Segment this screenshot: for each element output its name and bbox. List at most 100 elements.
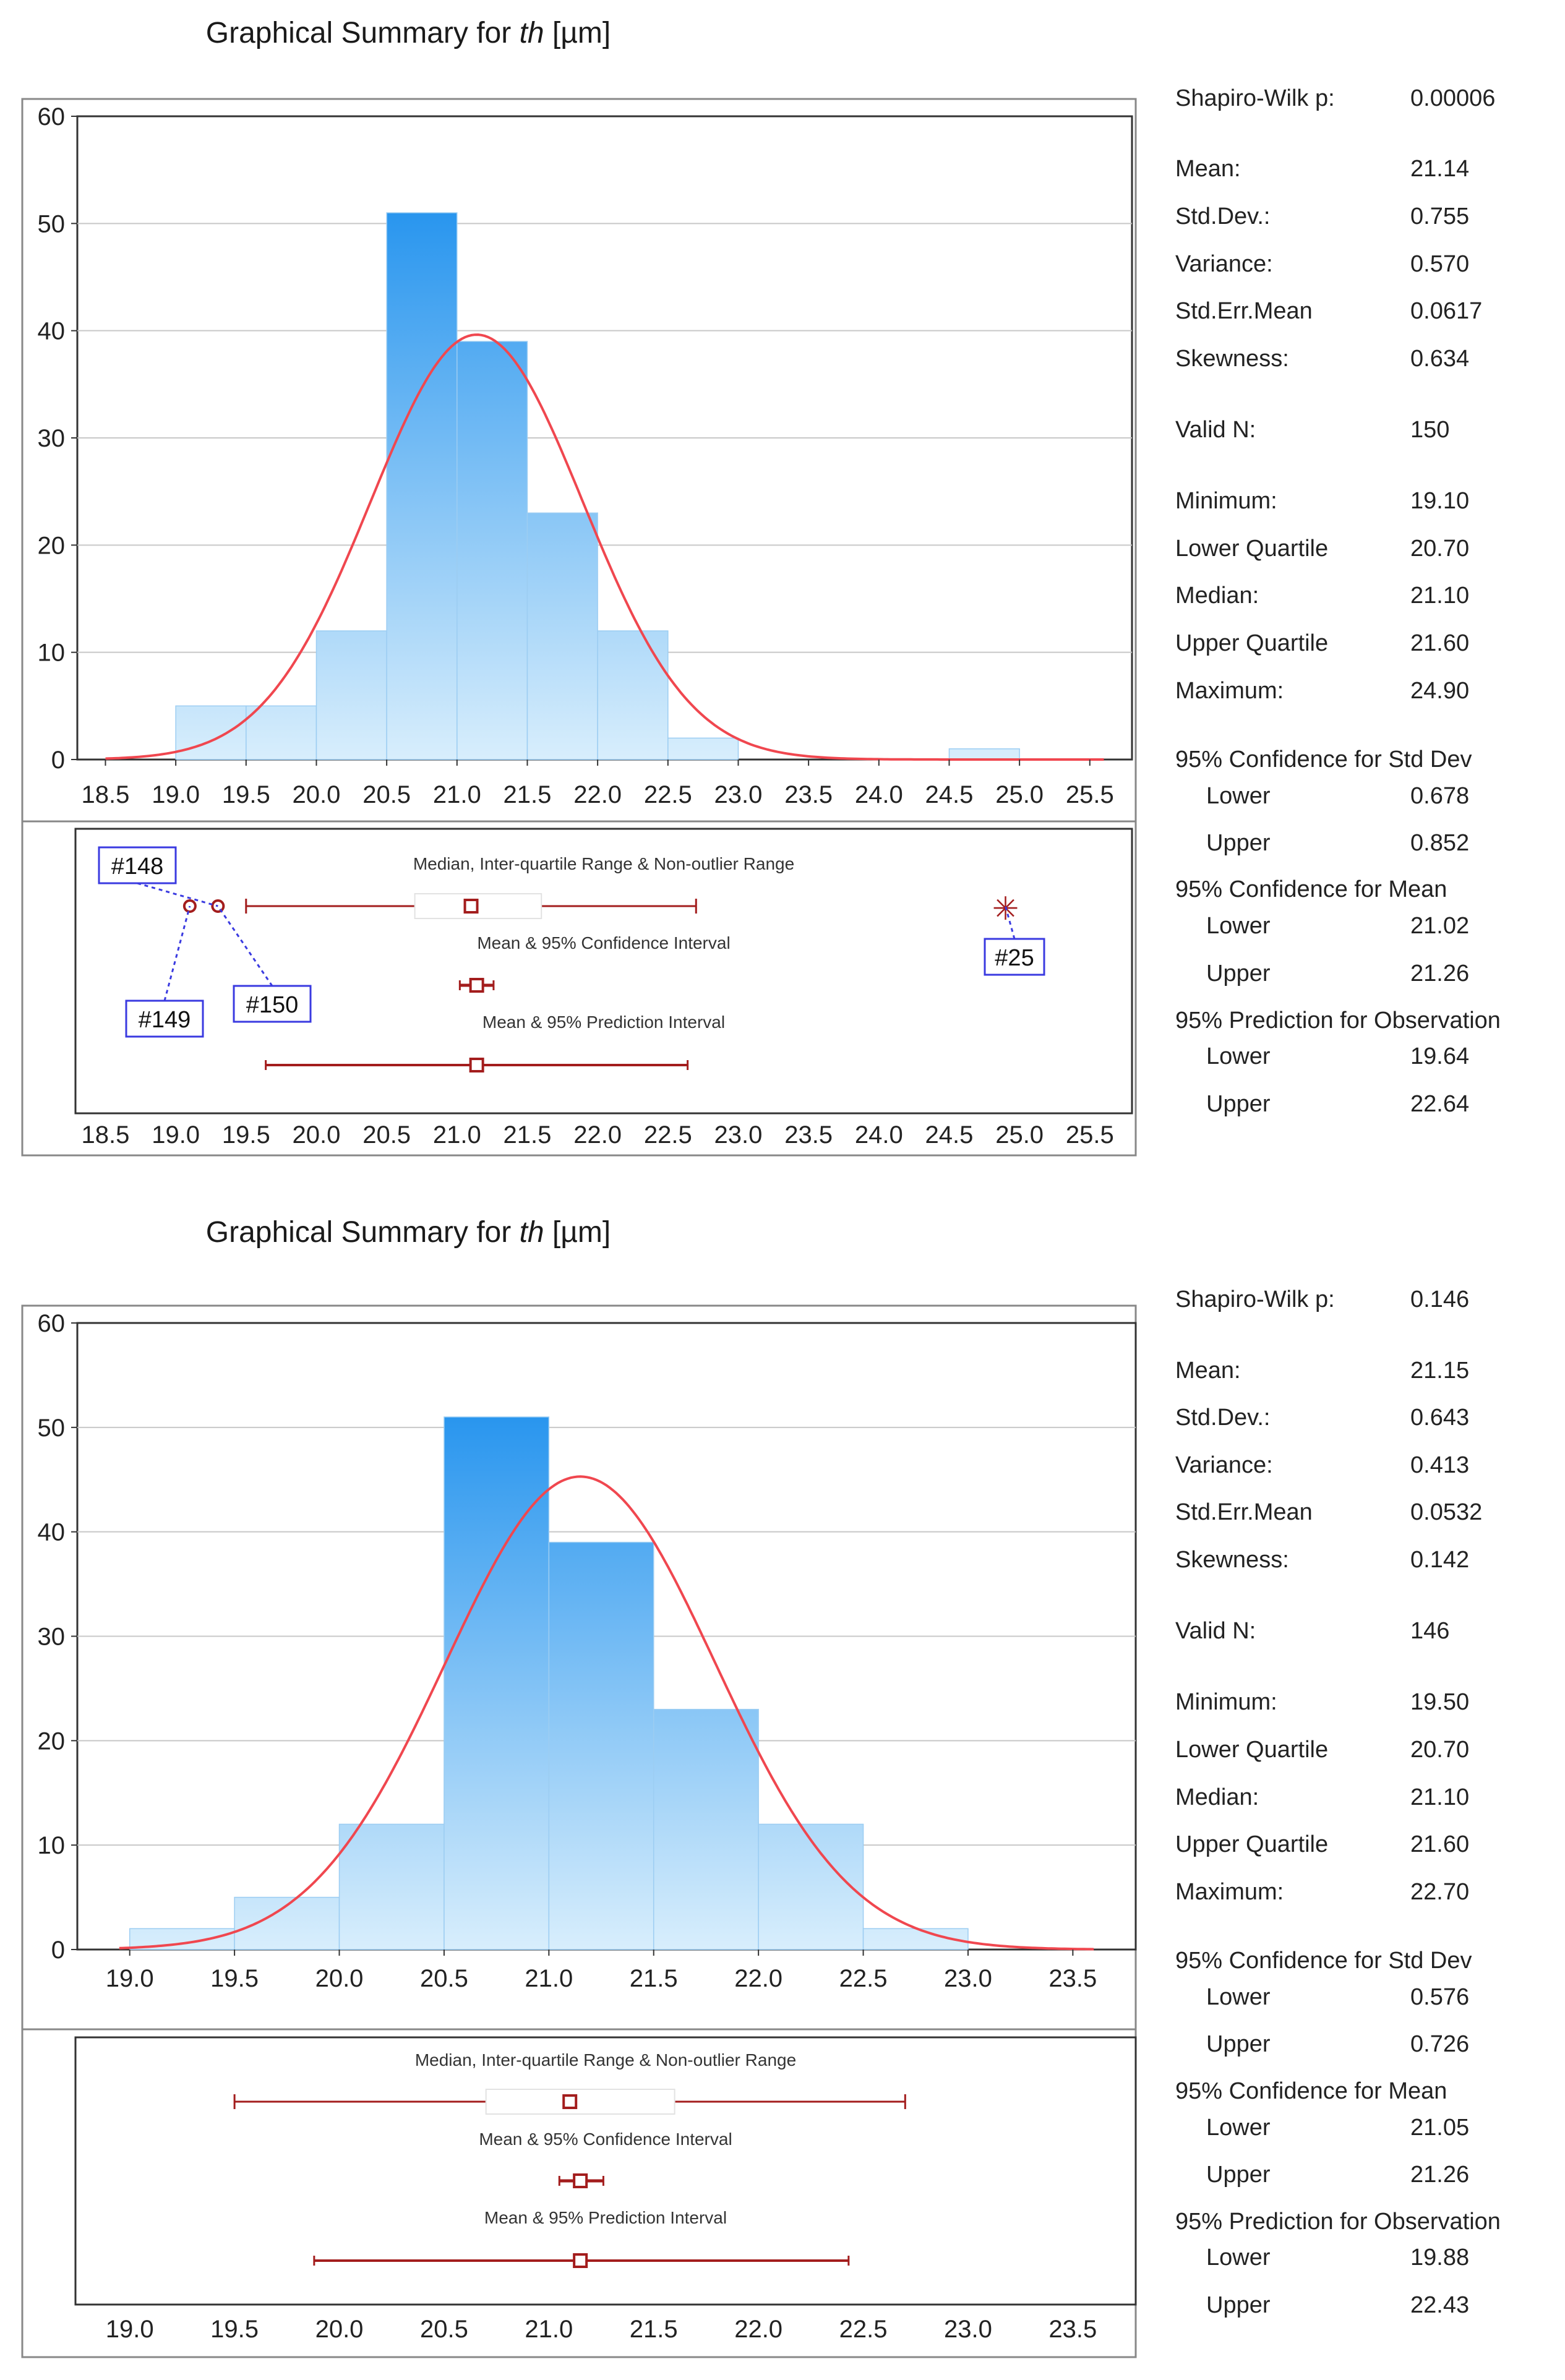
x-tick-label: 22.5: [644, 781, 692, 808]
stat-row: Lower 21.02: [1175, 913, 1559, 943]
y-tick-label: 50: [38, 1415, 66, 1442]
chart-title: Graphical Summary for th [µm]: [0, 1215, 817, 1249]
y-tick-label: 60: [38, 1310, 66, 1337]
stat-row: Upper 21.26: [1175, 961, 1559, 990]
box-x-tick-label: 22.0: [734, 2316, 782, 2343]
stat-value: 19.88: [1410, 2245, 1470, 2271]
stat-value: 21.60: [1410, 1831, 1470, 1857]
stat-row: Mean: 21.14: [1175, 156, 1559, 186]
box-x-tick-label: 25.0: [995, 1121, 1044, 1149]
stat-value: 22.43: [1410, 2292, 1470, 2318]
stat-label: Lower Quartile: [1175, 1737, 1329, 1763]
mean-marker-pi: [573, 2253, 588, 2268]
box-x-tick-label: 21.5: [504, 1121, 552, 1149]
y-tick-label: 30: [38, 1624, 66, 1651]
stat-row: Upper 22.43: [1175, 2292, 1559, 2322]
stat-section-heading: 95% Confidence for Mean: [1175, 876, 1559, 906]
box-x-tick-label: 21.5: [630, 2316, 678, 2343]
histogram-bar: [653, 1708, 759, 1950]
stat-value: 21.26: [1410, 961, 1470, 987]
stat-value: 0.678: [1410, 783, 1470, 809]
x-tick-label: 21.5: [504, 781, 552, 808]
stat-label: Maximum:: [1175, 1879, 1284, 1905]
box-x-tick-label: 22.5: [644, 1121, 692, 1149]
stat-value: 21.10: [1410, 1784, 1470, 1810]
x-tick-label: 21.0: [433, 781, 481, 808]
box-x-tick-label: 22.0: [573, 1121, 622, 1149]
stat-row: Std.Err.Mean 0.0617: [1175, 298, 1559, 328]
stat-label: 95% Prediction for Observation: [1175, 2209, 1501, 2235]
stat-row: Minimum: 19.10: [1175, 488, 1559, 518]
stat-row: Upper 0.852: [1175, 830, 1559, 860]
mean-marker-ci: [573, 2173, 588, 2188]
stat-row: Std.Dev.: 0.755: [1175, 203, 1559, 233]
stat-row: Valid N: 150: [1175, 417, 1559, 447]
boxplot-area: [74, 2036, 1137, 2306]
box-x-tick-label: 23.0: [944, 2316, 992, 2343]
stat-label: Lower: [1206, 913, 1271, 939]
boxplot-caption: Mean & 95% Prediction Interval: [484, 2208, 727, 2227]
stat-value: 24.90: [1410, 678, 1470, 704]
boxplot-frame: [21, 820, 1137, 1157]
stat-label: Lower: [1206, 783, 1271, 809]
boxplot-caption: Median, Inter-quartile Range & Non-outli…: [413, 854, 794, 873]
stat-value: 0.852: [1410, 830, 1470, 856]
stat-row: Shapiro-Wilk p: 0.146: [1175, 1286, 1559, 1316]
x-tick-label: 22.0: [734, 1965, 782, 1992]
stat-label: Std.Dev.:: [1175, 1405, 1271, 1431]
stat-row: Upper 21.26: [1175, 2162, 1559, 2191]
stat-row: Upper 22.64: [1175, 1091, 1559, 1121]
label-leader-line: [217, 905, 273, 987]
x-tick-label: 23.5: [784, 781, 833, 808]
stat-row: Lower 0.678: [1175, 783, 1559, 813]
chart-title: Graphical Summary for th [µm]: [0, 16, 817, 50]
x-tick-label: 22.5: [839, 1965, 888, 1992]
stat-label: Upper: [1206, 2162, 1271, 2188]
stat-value: 0.142: [1410, 1547, 1470, 1573]
stat-value: 0.755: [1410, 203, 1470, 229]
box-x-tick-label: 23.5: [1048, 2316, 1097, 2343]
box-x-tick-label: 24.5: [925, 1121, 974, 1149]
label-leader-line: [137, 882, 218, 907]
box-x-tick-label: 20.0: [293, 1121, 341, 1149]
stat-label: Upper: [1206, 830, 1271, 856]
x-tick-label: 21.5: [630, 1965, 678, 1992]
stat-row: Lower Quartile 20.70: [1175, 1737, 1559, 1766]
box-x-tick-label: 19.5: [210, 2316, 259, 2343]
histogram-bar: [758, 1823, 864, 1950]
outlier-label-text: #25: [995, 945, 1034, 971]
outlier-label-text: #149: [139, 1007, 191, 1033]
stat-row: Lower 21.05: [1175, 2115, 1559, 2144]
stat-value: 0.634: [1410, 346, 1470, 372]
stat-label: Valid N:: [1175, 1618, 1256, 1644]
stat-label: Std.Err.Mean: [1175, 298, 1313, 324]
stat-label: 95% Confidence for Std Dev: [1175, 747, 1472, 773]
x-tick-label: 19.0: [152, 781, 200, 808]
box-x-tick-label: 20.5: [362, 1121, 411, 1149]
x-tick-label: 24.0: [855, 781, 903, 808]
stat-row: Median: 21.10: [1175, 583, 1559, 612]
stat-label: 95% Prediction for Observation: [1175, 1008, 1501, 1034]
iqr-box: [485, 2089, 675, 2115]
box-x-tick-label: 24.0: [855, 1121, 903, 1149]
stat-label: 95% Confidence for Std Dev: [1175, 1948, 1472, 1974]
stat-label: 95% Confidence for Mean: [1175, 876, 1447, 902]
stat-value: 0.0617: [1410, 298, 1483, 324]
median-marker: [562, 2094, 578, 2109]
stat-row: Lower 19.88: [1175, 2245, 1559, 2274]
stat-value: 0.146: [1410, 1286, 1470, 1312]
y-tick-label: 0: [51, 747, 65, 774]
stat-label: Upper: [1206, 2292, 1271, 2318]
title-prefix: Graphical Summary for: [205, 17, 520, 49]
stat-label: Minimum:: [1175, 1689, 1277, 1715]
boxplot-caption: Median, Inter-quartile Range & Non-outli…: [415, 2050, 796, 2070]
stat-label: Std.Err.Mean: [1175, 1499, 1313, 1525]
stat-row: Median: 21.10: [1175, 1784, 1559, 1814]
box-x-tick-label: 20.0: [315, 2316, 364, 2343]
stat-value: 19.50: [1410, 1689, 1470, 1715]
histogram-bar: [526, 512, 598, 760]
y-tick-label: 0: [51, 1937, 65, 1964]
stat-section-heading: 95% Confidence for Std Dev: [1175, 1948, 1559, 1977]
outlier-label-box: [233, 985, 312, 1023]
stat-label: Maximum:: [1175, 678, 1284, 704]
